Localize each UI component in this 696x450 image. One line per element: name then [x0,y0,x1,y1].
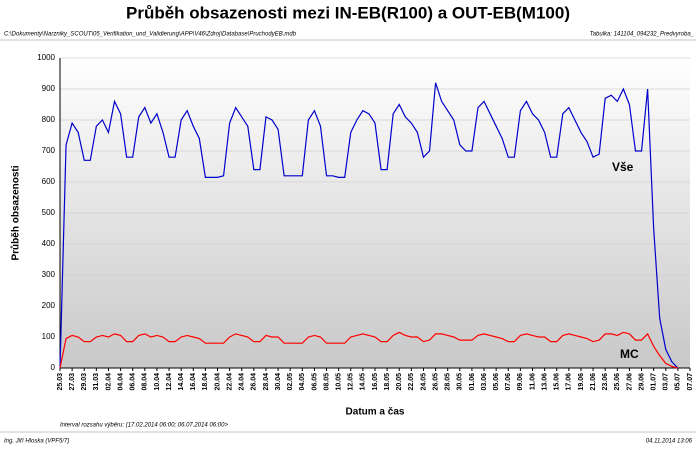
x-tick-label: 20.04 [214,373,221,391]
author: Ing. Jiří Hloska (VPF5/7) [4,439,69,445]
x-tick-label: 24.04 [239,373,246,391]
x-tick-label: 29.03 [81,373,88,391]
series-line [59,331,679,369]
x-tick-label: 12.05 [348,373,355,391]
x-tick-label: 23.06 [602,373,609,391]
x-tick-label: 10.05 [335,373,342,391]
x-tick-label: 19.06 [578,373,585,391]
x-tick-label: 20.05 [396,373,403,391]
x-tick-label: 27.03 [69,373,76,391]
x-tick-label: 09.06 [517,373,524,391]
x-tick-label: 13.06 [541,373,548,391]
x-tick-label: 26.05 [432,373,439,391]
x-tick-label: 21.06 [590,373,597,391]
source-path: C:\Dokumenty\Narzniky_SCOUT\05_Verifikat… [4,32,297,38]
x-tick-label: 12.04 [166,373,173,391]
chart-title: Průběh obsazenosti mezi IN-EB(R100) a OU… [126,3,570,22]
y-tick-label: 800 [42,115,56,124]
x-tick-label: 27.06 [626,373,633,391]
x-tick-label: 07.07 [687,373,694,391]
x-tick-label: 08.04 [142,373,149,391]
interval-note: Interval rozsahu výběru: (17.02.2014 06:… [60,423,228,429]
x-axis-label: Datum a čas [346,407,405,418]
y-tick-label: 0 [51,363,56,372]
x-tick-label: 22.04 [226,373,233,391]
x-tick-label: 08.05 [323,373,330,391]
x-tick-label: 04.04 [117,373,124,391]
x-tick-label: 05.07 [675,373,682,391]
y-tick-label: 300 [42,270,56,279]
x-tick-label: 16.04 [190,373,197,391]
x-tick-label: 25.06 [614,373,621,391]
x-tick-label: 31.03 [93,373,100,391]
x-tick-label: 16.05 [372,373,379,391]
x-tick-label: 24.05 [420,373,427,391]
x-tick-label: 30.04 [275,373,282,391]
x-tick-label: 02.04 [105,373,112,391]
x-tick-label: 01.06 [469,373,476,391]
y-tick-label: 100 [42,332,56,341]
x-tick-label: 26.04 [251,373,258,391]
x-tick-label: 02.05 [287,373,294,391]
y-tick-label: 700 [42,146,56,155]
y-tick-label: 600 [42,177,56,186]
y-tick-label: 500 [42,208,56,217]
table-name: Tabulka: 141104_094232_Predvyroba_ [590,32,694,38]
x-tick-label: 07.06 [505,373,512,391]
x-tick-label: 25.03 [57,373,64,391]
x-tick-label: 17.06 [566,373,573,391]
y-axis-label: Průběh obsazenosti [10,165,22,260]
x-tick-label: 14.05 [360,373,367,391]
x-tick-label: 18.04 [202,373,209,391]
x-tick-label: 11.06 [529,373,536,390]
x-tick-label: 28.05 [445,373,452,391]
x-tick-label: 10.04 [154,373,161,391]
y-tick-label: 400 [42,239,56,248]
x-tick-label: 22.05 [408,373,415,391]
x-tick-label: 18.05 [384,373,391,391]
x-tick-label: 05.06 [493,373,500,391]
x-tick-label: 03.06 [481,373,488,391]
x-tick-label: 29.06 [638,373,645,391]
y-tick-label: 900 [42,84,56,93]
x-tick-label: 06.05 [311,373,318,391]
x-tick-label: 03.07 [663,373,670,391]
print-date: 04.11.2014 13:06 [646,439,693,445]
x-tick-label: 06.04 [130,373,137,391]
x-tick-label: 28.04 [263,373,270,391]
x-tick-label: 30.05 [457,373,464,391]
y-tick-label: 200 [42,301,56,310]
y-tick-label: 1000 [37,53,55,62]
series-label: Vše [612,160,634,174]
x-tick-label: 15.06 [554,373,561,391]
x-tick-label: 01.07 [650,373,657,391]
x-tick-label: 04.05 [299,373,306,391]
x-tick-label: 14.04 [178,373,185,391]
series-line [59,82,679,369]
series-label: MC [620,347,639,361]
